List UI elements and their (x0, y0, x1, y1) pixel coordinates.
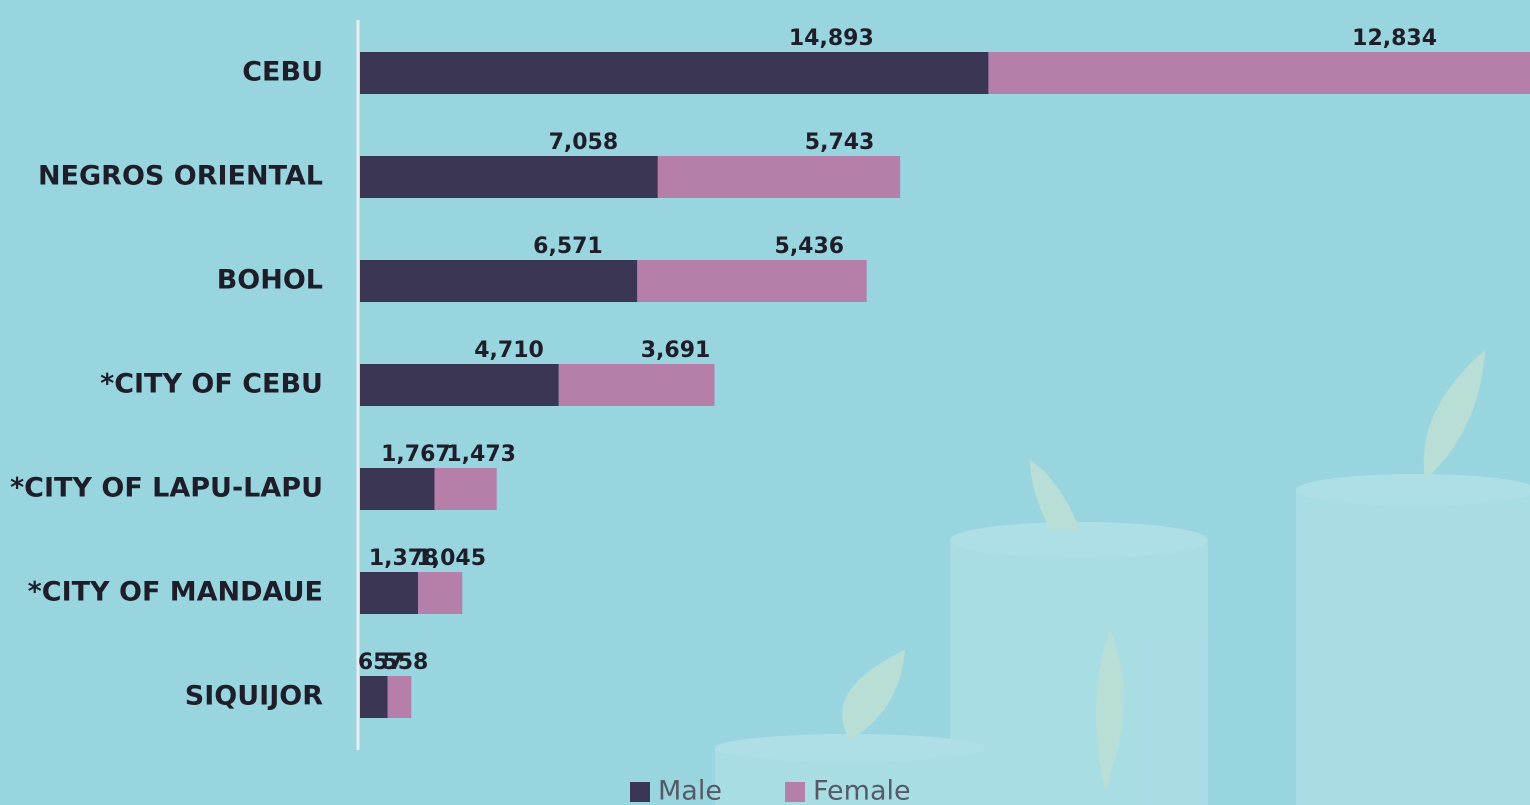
legend-swatch (630, 782, 650, 802)
bar-segment (360, 572, 418, 614)
bar-segment (360, 260, 637, 302)
value-label: 1,473 (446, 442, 516, 467)
bar-segment (360, 468, 435, 510)
value-label: 1,767 (381, 442, 451, 467)
bar-segment (388, 676, 412, 718)
value-label: 12,834 (1352, 26, 1437, 51)
value-label: 1,045 (416, 546, 486, 571)
value-label: 5,436 (775, 234, 845, 259)
chart: CEBU 14,893 12,834 NEGROS ORIENTAL 7,058 5,74… (0, 0, 1530, 805)
legend-swatch (785, 782, 805, 802)
bar-segment (360, 676, 388, 718)
bar-segment (637, 260, 866, 302)
category-label: SIQUIJOR (185, 681, 323, 712)
category-label: CEBU (242, 57, 323, 88)
legend-label: Male (658, 776, 722, 805)
category-label: *CITY OF CEBU (100, 369, 323, 400)
bar-segment (360, 52, 988, 94)
value-label: 7,058 (549, 130, 619, 155)
background-candles (715, 350, 1530, 805)
category-label: *CITY OF MANDAUE (28, 577, 323, 608)
bar-segment (559, 364, 715, 406)
value-label: 6,571 (533, 234, 603, 259)
value-label: 4,710 (474, 338, 544, 363)
bar-segment (360, 364, 559, 406)
bar-segment (418, 572, 462, 614)
value-label: 14,893 (789, 26, 874, 51)
value-label: 3,691 (641, 338, 711, 363)
value-label: 558 (382, 650, 428, 675)
bar-segment (658, 156, 900, 198)
legend-label: Female (813, 776, 911, 805)
bar-segment (435, 468, 497, 510)
bar-segment (988, 52, 1530, 94)
bar-segment (360, 156, 658, 198)
category-label: NEGROS ORIENTAL (38, 161, 323, 192)
category-label: BOHOL (217, 265, 323, 296)
value-label: 5,743 (805, 130, 875, 155)
category-label: *CITY OF LAPU-LAPU (10, 473, 323, 504)
